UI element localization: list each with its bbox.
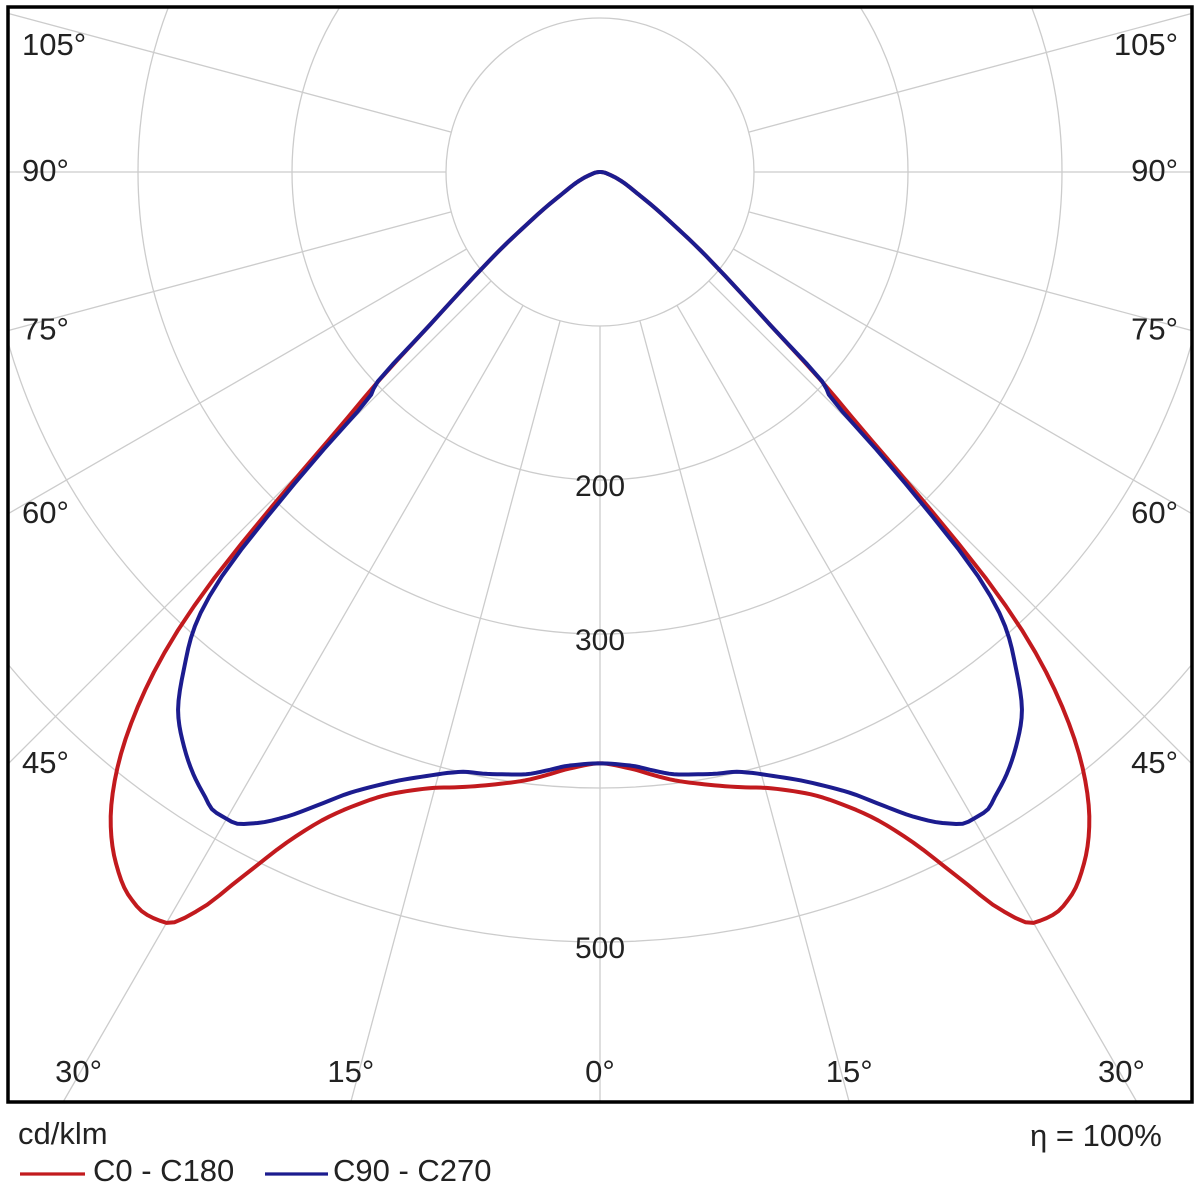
svg-text:75°: 75°: [22, 312, 69, 347]
svg-text:105°: 105°: [22, 27, 86, 62]
svg-text:90°: 90°: [1131, 153, 1178, 188]
svg-text:200: 200: [575, 470, 625, 503]
svg-text:0°: 0°: [585, 1054, 615, 1089]
svg-text:15°: 15°: [826, 1054, 873, 1089]
svg-text:15°: 15°: [327, 1054, 374, 1089]
svg-text:30°: 30°: [1098, 1054, 1145, 1089]
svg-text:75°: 75°: [1131, 312, 1178, 347]
svg-text:45°: 45°: [22, 745, 69, 780]
svg-text:C0 - C180: C0 - C180: [93, 1153, 234, 1188]
svg-text:90°: 90°: [22, 153, 69, 188]
svg-text:60°: 60°: [1131, 495, 1178, 530]
svg-text:cd/klm: cd/klm: [18, 1116, 108, 1151]
svg-text:30°: 30°: [55, 1054, 102, 1089]
svg-text:C90 - C270: C90 - C270: [333, 1153, 492, 1188]
svg-text:η = 100%: η = 100%: [1030, 1118, 1162, 1153]
svg-text:105°: 105°: [1114, 27, 1178, 62]
svg-text:60°: 60°: [22, 495, 69, 530]
svg-text:500: 500: [575, 932, 625, 965]
svg-text:300: 300: [575, 624, 625, 657]
svg-text:45°: 45°: [1131, 745, 1178, 780]
